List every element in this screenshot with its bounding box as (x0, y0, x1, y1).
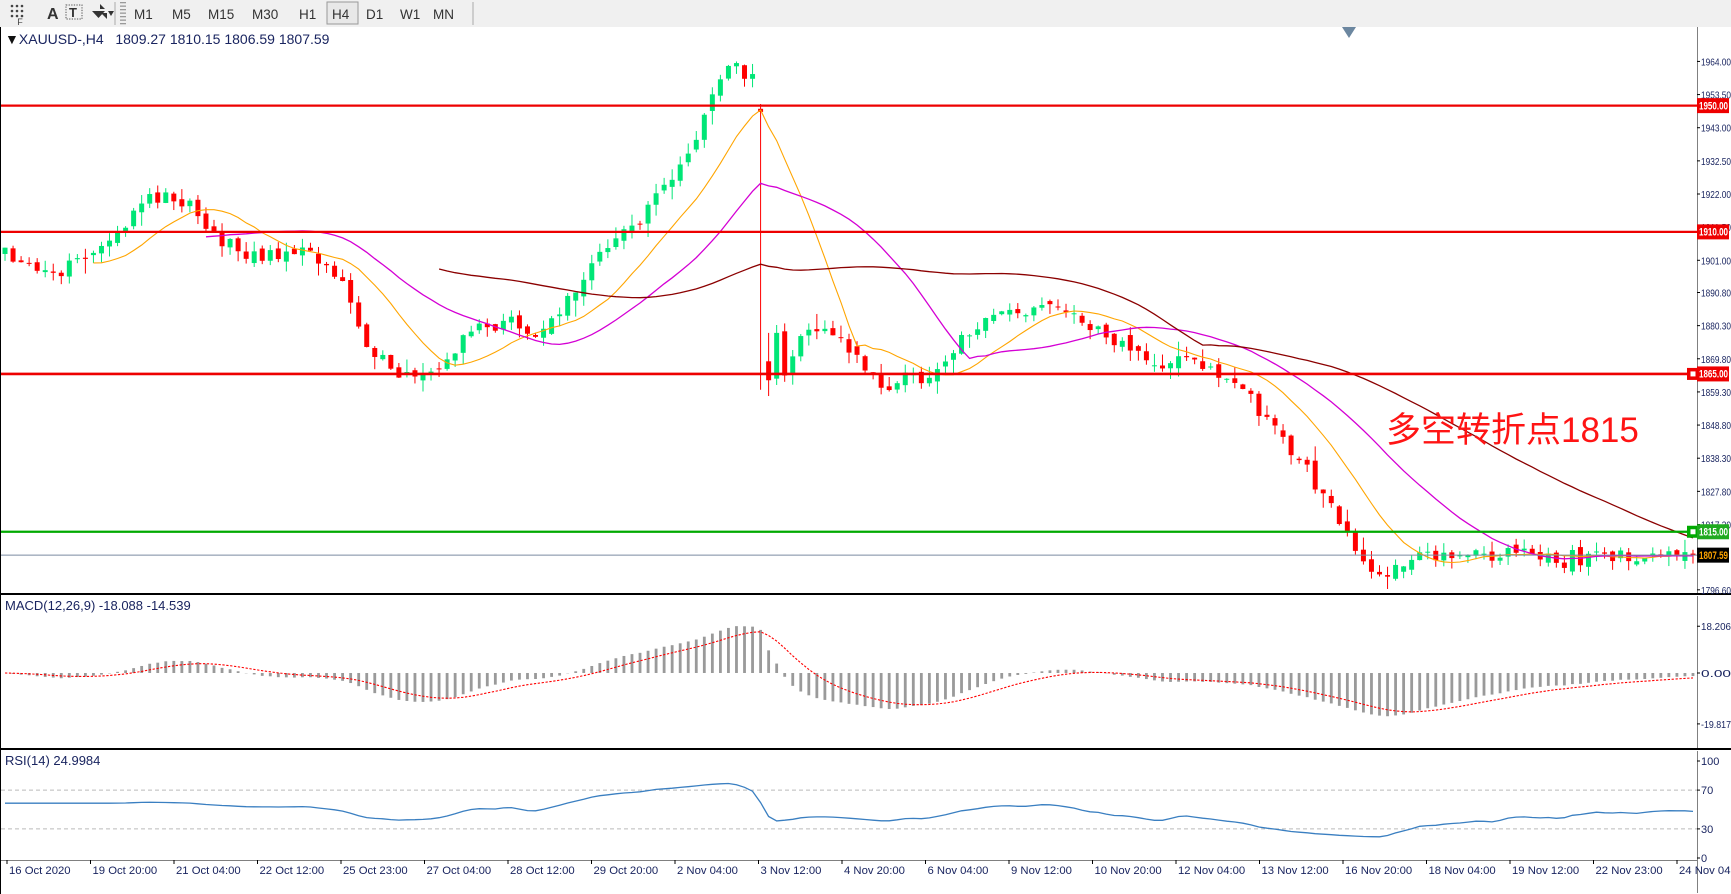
svg-text:1943.00: 1943.00 (1701, 124, 1731, 135)
svg-text:16 Nov 20:00: 16 Nov 20:00 (1345, 865, 1412, 877)
svg-text:1815.00: 1815.00 (1699, 526, 1728, 538)
svg-text:1865.00: 1865.00 (1699, 369, 1728, 381)
svg-text:1901.00: 1901.00 (1701, 256, 1731, 267)
svg-text:19 Nov 12:00: 19 Nov 12:00 (1512, 865, 1579, 877)
svg-text:T: T (69, 5, 77, 20)
svg-text:M30: M30 (252, 7, 278, 22)
svg-text:3 Nov 12:00: 3 Nov 12:00 (761, 865, 822, 877)
svg-text:21 Oct 04:00: 21 Oct 04:00 (176, 865, 241, 877)
svg-text:1932.50: 1932.50 (1701, 157, 1731, 168)
svg-text:M1: M1 (134, 7, 153, 22)
svg-text:1807.59: 1807.59 (1699, 550, 1728, 562)
svg-text:1848.80: 1848.80 (1701, 421, 1731, 432)
svg-text:6 Nov 04:00: 6 Nov 04:00 (928, 865, 989, 877)
svg-text:0.00: 0.00 (1701, 669, 1731, 680)
svg-text:A: A (47, 6, 59, 23)
svg-text:1859.30: 1859.30 (1701, 388, 1731, 399)
svg-text:1890.80: 1890.80 (1701, 288, 1731, 299)
svg-text:16 Oct 2020: 16 Oct 2020 (9, 865, 71, 877)
svg-text:1910.00: 1910.00 (1699, 227, 1728, 239)
svg-text:W1: W1 (400, 7, 420, 22)
svg-text:30: 30 (1701, 824, 1713, 836)
svg-text:24 Nov 04:00: 24 Nov 04:00 (1679, 865, 1731, 877)
svg-text:28 Oct 12:00: 28 Oct 12:00 (510, 865, 575, 877)
svg-text:1950.00: 1950.00 (1699, 100, 1728, 112)
svg-text:18 Nov 04:00: 18 Nov 04:00 (1429, 865, 1496, 877)
svg-text:19 Oct 20:00: 19 Oct 20:00 (93, 865, 158, 877)
svg-text:10 Nov 20:00: 10 Nov 20:00 (1095, 865, 1162, 877)
svg-text:4 Nov 20:00: 4 Nov 20:00 (844, 865, 905, 877)
svg-text:12 Nov 04:00: 12 Nov 04:00 (1178, 865, 1245, 877)
svg-text:1964.00: 1964.00 (1701, 57, 1731, 68)
svg-text:9 Nov 12:00: 9 Nov 12:00 (1011, 865, 1072, 877)
svg-text:1880.30: 1880.30 (1701, 322, 1731, 333)
svg-text:F: F (17, 17, 23, 27)
svg-text:MN: MN (433, 7, 454, 22)
svg-text:-19.817: -19.817 (1701, 720, 1731, 731)
svg-text:25 Oct 23:00: 25 Oct 23:00 (343, 865, 408, 877)
svg-text:13 Nov 12:00: 13 Nov 12:00 (1262, 865, 1329, 877)
svg-text:1869.80: 1869.80 (1701, 355, 1731, 366)
svg-text:29 Oct 20:00: 29 Oct 20:00 (594, 865, 659, 877)
svg-text:100: 100 (1701, 756, 1719, 768)
svg-text:M5: M5 (172, 7, 191, 22)
svg-text:22 Oct 12:00: 22 Oct 12:00 (260, 865, 325, 877)
svg-text:70: 70 (1701, 785, 1713, 797)
svg-text:18.206: 18.206 (1701, 622, 1731, 633)
svg-text:1838.30: 1838.30 (1701, 454, 1731, 465)
svg-text:1922.00: 1922.00 (1701, 190, 1731, 201)
svg-text:1796.60: 1796.60 (1701, 586, 1731, 595)
svg-text:H1: H1 (299, 7, 316, 22)
svg-text:27 Oct 04:00: 27 Oct 04:00 (427, 865, 492, 877)
svg-text:M15: M15 (208, 7, 234, 22)
svg-text:D1: D1 (366, 7, 383, 22)
svg-text:2 Nov 04:00: 2 Nov 04:00 (677, 865, 738, 877)
svg-text:H4: H4 (332, 7, 350, 22)
svg-text:多空转折点1815: 多空转折点1815 (1386, 411, 1639, 450)
svg-text:1827.80: 1827.80 (1701, 487, 1731, 498)
svg-text:22 Nov 23:00: 22 Nov 23:00 (1596, 865, 1663, 877)
